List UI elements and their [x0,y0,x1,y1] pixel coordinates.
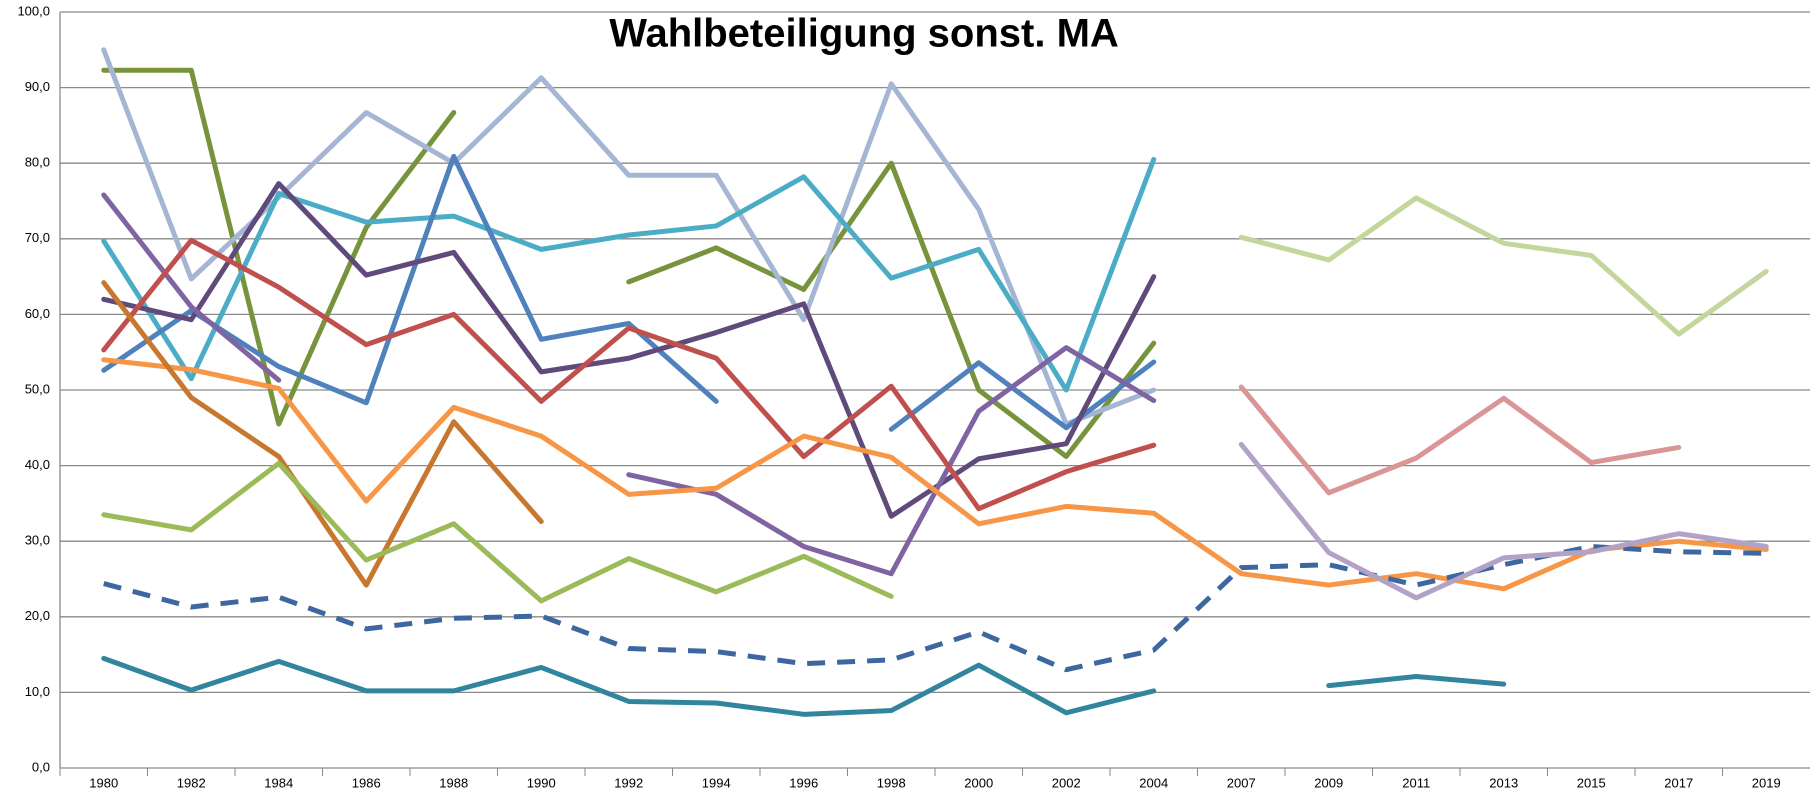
data-line [103,543,1767,673]
y-tick-label: 50,0 [25,381,50,396]
x-tick-label: 1994 [702,775,731,790]
chart-title: Wahlbeteiligung sonst. MA [609,12,1119,56]
y-tick-label: 70,0 [25,230,50,245]
x-tick-label: 1988 [439,775,468,790]
x-tick-label: 2007 [1227,775,1256,790]
x-tick-label: 1992 [614,775,643,790]
y-tick-label: 0,0 [32,759,50,774]
x-tick-label: 1982 [177,775,206,790]
x-tick-label: 2013 [1489,775,1518,790]
x-tick-label: 2009 [1314,775,1343,790]
x-tick-label: 2015 [1577,775,1606,790]
x-tick-label: 2019 [1752,775,1781,790]
data-line [101,153,1157,432]
data-line [1238,195,1769,337]
y-tick-label: 30,0 [25,533,50,548]
data-line [1238,384,1682,496]
x-tick-label: 1980 [89,775,118,790]
y-tick-label: 60,0 [25,306,50,321]
data-line [101,67,1157,460]
data-line [101,156,1157,393]
x-tick-label: 1998 [877,775,906,790]
x-tick-label: 1984 [264,775,293,790]
x-tick-label: 1986 [352,775,381,790]
data-line [101,357,1769,592]
y-tick-label: 100,0 [17,3,50,18]
x-tick-label: 1996 [789,775,818,790]
x-tick-label: 1990 [527,775,556,790]
y-tick-label: 80,0 [25,155,50,170]
y-tick-label: 10,0 [25,684,50,699]
y-tick-label: 20,0 [25,608,50,623]
x-tick-label: 2011 [1402,775,1430,790]
x-tick-label: 2017 [1664,775,1693,790]
data-line [101,237,1157,512]
y-tick-label: 40,0 [25,457,50,472]
data-line [101,280,544,588]
x-tick-label: 2000 [964,775,993,790]
data-line [101,460,894,604]
data-line [101,192,1157,577]
data-line [1238,441,1769,601]
data-line [101,655,1507,717]
x-tick-label: 2002 [1052,775,1081,790]
data-line [101,181,1157,519]
x-tick-label: 2004 [1139,775,1168,790]
y-tick-label: 90,0 [25,79,50,94]
